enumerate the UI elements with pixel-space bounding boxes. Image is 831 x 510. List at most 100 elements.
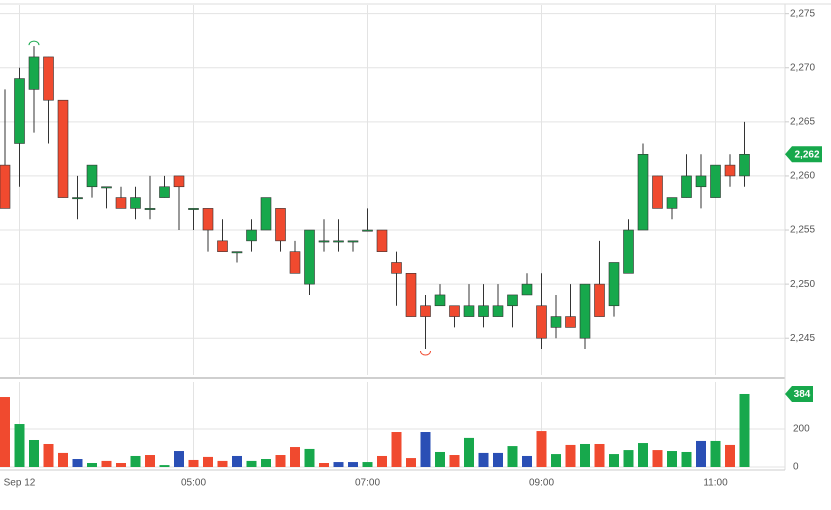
volume-bar — [739, 393, 750, 467]
candle — [43, 56, 54, 144]
volume-bar — [174, 451, 184, 467]
candle — [507, 294, 518, 328]
candle-body — [536, 305, 547, 339]
candle-body — [231, 251, 243, 254]
volume-bar — [304, 448, 315, 467]
volume-bar — [681, 451, 692, 467]
volume-bar — [130, 455, 141, 467]
volume-bar — [652, 450, 663, 467]
volume-bar — [377, 455, 387, 467]
candle — [260, 197, 272, 231]
volume-bar — [478, 452, 489, 467]
candle — [391, 251, 402, 306]
volume-bar — [522, 455, 532, 467]
volume-bar — [232, 455, 242, 467]
last-volume-label: 384 — [794, 389, 811, 400]
x-tick-label: 07:00 — [355, 478, 380, 489]
volume-bar — [493, 452, 503, 467]
candle-body — [666, 197, 678, 209]
volume-bar — [449, 455, 460, 467]
candle-body — [681, 175, 692, 198]
candle — [347, 240, 359, 252]
candle-body — [652, 175, 663, 209]
y-tick-label: 2,250 — [790, 279, 815, 290]
candle-body — [275, 208, 286, 242]
volume-bar — [551, 454, 561, 467]
candle-body — [449, 305, 460, 317]
candle — [463, 284, 475, 317]
volume-bar — [145, 455, 155, 467]
candle — [275, 208, 286, 252]
candle — [144, 175, 156, 220]
candle — [231, 251, 243, 263]
candle-body — [246, 229, 257, 242]
candle-body — [521, 283, 533, 296]
volume-bar — [203, 456, 213, 467]
volume-bar — [29, 439, 39, 467]
candle — [14, 67, 25, 187]
last-volume-tag — [785, 385, 813, 402]
candle — [289, 240, 301, 274]
candle — [217, 219, 228, 252]
volume-bar — [159, 465, 170, 467]
candle-body — [565, 316, 576, 328]
candle — [130, 186, 141, 220]
low-marker — [420, 350, 431, 356]
candle — [637, 143, 649, 231]
volume-bar — [580, 443, 590, 467]
volume-bar — [464, 437, 474, 467]
volume-bar — [362, 462, 373, 467]
volume-bar — [116, 463, 126, 467]
volume-bar — [638, 443, 648, 467]
candle-body — [28, 56, 40, 90]
candle — [550, 294, 562, 339]
candle-body — [579, 283, 591, 339]
candle — [57, 99, 69, 198]
volume-bar — [594, 443, 605, 467]
candle-body — [318, 240, 330, 243]
candle-body — [724, 164, 736, 177]
candle-body — [362, 229, 373, 232]
volume-bar — [0, 397, 10, 467]
candle-body — [86, 164, 98, 188]
candle — [0, 89, 11, 209]
candle-body — [130, 197, 141, 209]
candle-body — [434, 294, 446, 307]
volume-bar — [275, 455, 286, 467]
last-price-tag — [785, 146, 822, 163]
candle — [536, 273, 547, 350]
x-tick-label: 11:00 — [703, 478, 728, 489]
high-marker — [28, 40, 40, 46]
candle-body — [260, 197, 272, 231]
candle — [333, 219, 344, 252]
candle — [521, 273, 533, 296]
candle-body — [217, 240, 228, 252]
candle — [86, 164, 98, 198]
candle — [652, 175, 663, 209]
last-price-label: 2,262 — [794, 149, 819, 160]
candle-body — [695, 175, 707, 188]
candle — [710, 164, 721, 198]
candle-body — [14, 78, 25, 144]
volume-tick-label: 0 — [793, 462, 799, 473]
y-tick-label: 2,260 — [790, 171, 815, 182]
volume-bar — [696, 440, 706, 467]
candle-body — [202, 208, 214, 231]
candle-body — [115, 197, 127, 209]
candle-body — [289, 251, 301, 274]
candle — [304, 229, 315, 295]
candle-body — [43, 56, 54, 101]
candle-body — [405, 273, 417, 317]
candle-body — [594, 283, 605, 317]
candle-body — [492, 305, 504, 317]
y-tick-label: 2,255 — [790, 225, 815, 236]
volume-bar — [101, 460, 112, 467]
y-tick-label: 2,245 — [790, 333, 815, 344]
candle — [666, 197, 678, 220]
x-tick-label: 09:00 — [529, 478, 554, 489]
candle — [623, 219, 634, 274]
candle-body — [0, 164, 11, 209]
candle — [724, 154, 736, 187]
volume-bar — [333, 462, 344, 467]
